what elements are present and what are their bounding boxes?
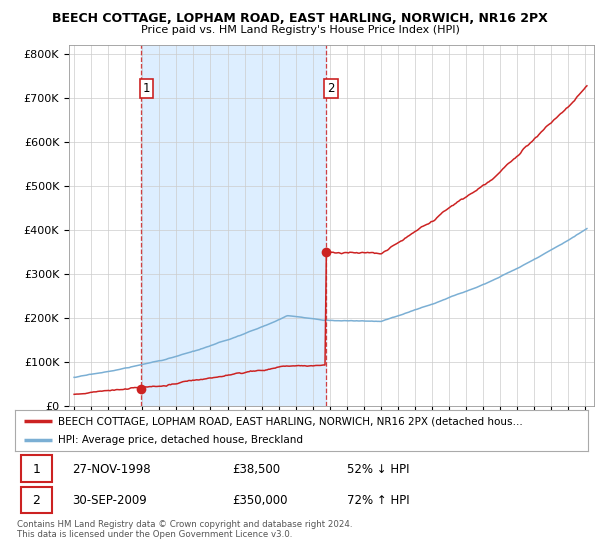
Text: Price paid vs. HM Land Registry's House Price Index (HPI): Price paid vs. HM Land Registry's House … (140, 25, 460, 35)
Text: BEECH COTTAGE, LOPHAM ROAD, EAST HARLING, NORWICH, NR16 2PX (detached hous…: BEECH COTTAGE, LOPHAM ROAD, EAST HARLING… (58, 417, 523, 426)
Text: 30-SEP-2009: 30-SEP-2009 (73, 494, 147, 507)
Text: 2: 2 (32, 494, 40, 507)
Bar (141, 45, 326, 406)
Text: £38,500: £38,500 (233, 463, 281, 476)
Text: HPI: Average price, detached house, Breckland: HPI: Average price, detached house, Brec… (58, 435, 303, 445)
Text: 52% ↓ HPI: 52% ↓ HPI (347, 463, 410, 476)
Text: 72% ↑ HPI: 72% ↑ HPI (347, 494, 410, 507)
Bar (21, 455, 52, 482)
Text: £350,000: £350,000 (233, 494, 288, 507)
Text: 1: 1 (143, 82, 150, 95)
Text: 1: 1 (32, 463, 40, 476)
Bar (21, 487, 52, 513)
Text: Contains HM Land Registry data © Crown copyright and database right 2024.
This d: Contains HM Land Registry data © Crown c… (17, 520, 352, 539)
Text: 2: 2 (327, 82, 335, 95)
Text: 27-NOV-1998: 27-NOV-1998 (73, 463, 151, 476)
Text: BEECH COTTAGE, LOPHAM ROAD, EAST HARLING, NORWICH, NR16 2PX: BEECH COTTAGE, LOPHAM ROAD, EAST HARLING… (52, 12, 548, 25)
